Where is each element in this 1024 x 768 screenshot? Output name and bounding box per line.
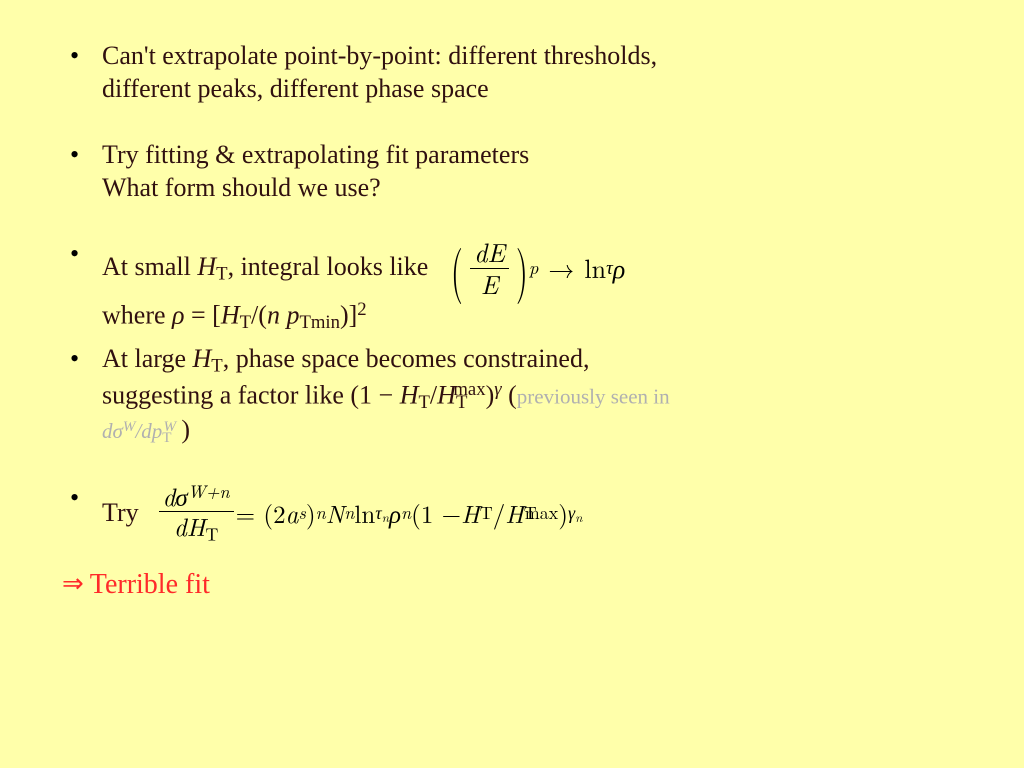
bullet-item: Can't extrapolate point-by-point: differ… — [60, 40, 964, 105]
bullet-text: At large HT, phase space becomes constra… — [102, 344, 589, 373]
muted-note: previously seen in — [517, 384, 670, 408]
slide: Can't extrapolate point-by-point: differ… — [0, 0, 1024, 642]
bullet-text: What form should we use? — [102, 172, 964, 205]
conclusion-text: Terrible fit — [90, 567, 210, 602]
bullet-item: Try fitting & extrapolating fit paramete… — [60, 139, 964, 204]
bullet-text: Can't extrapolate point-by-point: differ… — [102, 41, 657, 70]
bullet-list: Can't extrapolate point-by-point: differ… — [60, 40, 964, 545]
bullet-item: At small HT, integral looks like ( dE E … — [60, 238, 964, 335]
math-expression: ( dE E ) p → lnτ ρ — [446, 238, 625, 298]
math-expression: dσW+n dHT = (2as)nNn lnτn ρn (1 − HT/HTm… — [157, 482, 583, 545]
bullet-text: different peaks, different phase space — [102, 73, 964, 106]
bullet-item: Try dσW+n dHT = (2as)nNn lnτn ρn (1 − HT… — [60, 482, 964, 545]
implies-icon: ⇒ — [62, 568, 82, 601]
muted-note: dσW/dpTW — [102, 419, 181, 443]
bullet-text: dσW/dpTW ) — [102, 414, 964, 448]
bullet-text: where ρ = [HT/(n pTmin)]2 — [102, 298, 964, 334]
bullet-text: Try fitting & extrapolating fit paramete… — [102, 140, 529, 169]
bullet-text: Try — [102, 497, 139, 530]
bullet-item: At large HT, phase space becomes constra… — [60, 343, 964, 448]
bullet-text: At small HT, integral looks like — [102, 251, 428, 286]
bullet-text: suggesting a factor like (1 − HT/HTmax)γ… — [102, 378, 964, 414]
conclusion: ⇒ Terrible fit — [62, 567, 964, 602]
